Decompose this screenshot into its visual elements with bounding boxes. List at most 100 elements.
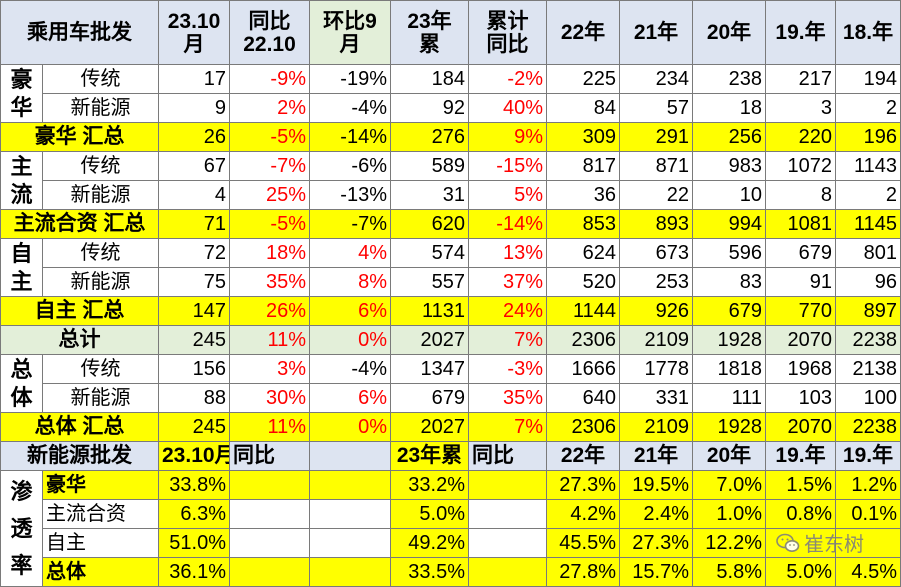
value-cell: 673 xyxy=(619,238,693,268)
nev-value-cell: 36.1% xyxy=(158,557,230,587)
table-row: 主流传统 67 -7% -6% 589 -15% 817 871 983 1072 1143 xyxy=(0,151,901,210)
value-cell: -3% xyxy=(468,354,547,384)
value-cell: 4% xyxy=(309,238,391,268)
table-row: 新能源 75 35% 8% 557 37% 520 253 83 91 96 xyxy=(1,267,901,297)
value-cell: 40% xyxy=(468,93,547,123)
subtotal-label-mainstream: 主流合资 汇总 xyxy=(0,209,159,239)
value-cell: 2070 xyxy=(765,325,836,355)
value-cell: 30% xyxy=(229,383,310,413)
value-cell: 770 xyxy=(765,296,836,326)
nev-value-cell: 19.5% xyxy=(619,470,693,500)
value-cell: 18 xyxy=(692,93,766,123)
value-cell: 245 xyxy=(158,325,230,355)
nev-column-header: 19.年 xyxy=(765,441,836,471)
value-cell: 11% xyxy=(229,325,310,355)
group-label-line: 主 xyxy=(10,153,33,179)
column-header-line: 累 xyxy=(419,32,440,56)
table-row: 渗透率豪华 33.8% 33.2% 27.3% 19.5% 7.0% 1.5% 1.2% xyxy=(0,470,901,587)
value-cell: 111 xyxy=(692,383,766,413)
nev-value-cell: 49.2% xyxy=(390,528,469,558)
value-cell: 24% xyxy=(468,296,547,326)
subtotal-label-overall: 总体 汇总 xyxy=(0,412,159,442)
sub-label-nev: 新能源 xyxy=(42,267,159,297)
nev-value-cell: 5.8% xyxy=(692,557,766,587)
value-cell: 88 xyxy=(158,383,230,413)
value-cell: -19% xyxy=(309,64,391,94)
value-cell: 8 xyxy=(765,180,836,210)
value-cell: -7% xyxy=(309,209,391,239)
nev-value-cell: 4.2% xyxy=(546,499,620,529)
penetration-label-line: 透 xyxy=(10,516,33,541)
nev-row-label: 自主 xyxy=(42,528,159,558)
nev-column-header: 21年 xyxy=(619,441,693,471)
nev-value-cell: 2.4% xyxy=(619,499,693,529)
nev-value-cell xyxy=(468,470,547,500)
value-cell: 17 xyxy=(158,64,230,94)
value-cell: 2238 xyxy=(835,325,901,355)
nev-value-cell: 0.1% xyxy=(835,499,901,529)
value-cell: 0% xyxy=(309,325,391,355)
penetration-label-line: 率 xyxy=(10,553,33,578)
value-cell: 83 xyxy=(692,267,766,297)
value-cell: 5% xyxy=(468,180,547,210)
value-cell: -5% xyxy=(229,122,310,152)
table-row: 总体 36.1% 33.5% 27.8% 15.7% 5.8% 5.0% 4.5% xyxy=(1,557,901,587)
wechat-icon xyxy=(776,533,800,552)
group-label-line: 主 xyxy=(10,268,33,294)
table-row: 主流合资 汇总 71 -5% -7% 620 -14% 853 893 994 1081 1145 xyxy=(0,209,901,239)
value-cell: 679 xyxy=(692,296,766,326)
value-cell: 3 xyxy=(765,93,836,123)
value-cell: 22 xyxy=(619,180,693,210)
group-label-line: 体 xyxy=(10,384,33,410)
sub-label-traditional: 传统 xyxy=(42,238,159,268)
value-cell: 103 xyxy=(765,383,836,413)
column-header-line: 同比 xyxy=(486,32,529,56)
value-cell: -9% xyxy=(229,64,310,94)
value-cell: 13% xyxy=(468,238,547,268)
nev-value-cell: 12.2% xyxy=(692,528,766,558)
nev-column-header: 22年 xyxy=(546,441,620,471)
value-cell: 6% xyxy=(309,383,391,413)
value-cell: 96 xyxy=(835,267,901,297)
sub-label-nev: 新能源 xyxy=(42,180,159,210)
value-cell: 2070 xyxy=(765,412,836,442)
nev-value-cell: 27.8% xyxy=(546,557,620,587)
value-cell: 91 xyxy=(765,267,836,297)
value-cell: 238 xyxy=(692,64,766,94)
nev-row-label: 主流合资 xyxy=(42,499,159,529)
value-cell: 624 xyxy=(546,238,620,268)
grand-total-label: 总计 xyxy=(0,325,159,355)
value-cell: 1818 xyxy=(692,354,766,384)
group-label-line: 总 xyxy=(10,356,33,382)
value-cell: 2% xyxy=(229,93,310,123)
nev-value-cell: 33.5% xyxy=(390,557,469,587)
value-cell: 147 xyxy=(158,296,230,326)
table-row: 自主 51.0% 49.2% 45.5% 27.3% 12.2% xyxy=(1,528,901,558)
nev-row-label: 豪华 xyxy=(42,470,159,500)
value-cell: 679 xyxy=(765,238,836,268)
table-row: 主流合资 6.3% 5.0% 4.2% 2.4% 1.0% 0.8% 0.1% xyxy=(1,499,901,529)
column-header: 18.年 xyxy=(835,0,901,65)
table-row: 新能源 4 25% -13% 31 5% 36 22 10 8 2 xyxy=(1,180,901,210)
nev-value-cell: 1.0% xyxy=(692,499,766,529)
value-cell: 2306 xyxy=(546,325,620,355)
value-cell: -6% xyxy=(309,151,391,181)
nev-value-cell: 45.5% xyxy=(546,528,620,558)
column-header: 21年 xyxy=(619,0,693,65)
value-cell: 1143 xyxy=(835,151,901,181)
table-row: 自主传统 72 18% 4% 574 13% 624 673 596 679 801 xyxy=(0,238,901,297)
table-corner-title: 乘用车批发 xyxy=(0,0,159,65)
column-header: 19.年 xyxy=(765,0,836,65)
column-header-line: 累计 xyxy=(486,9,529,33)
value-cell: 2238 xyxy=(835,412,901,442)
table-row: 新能源 9 2% -4% 92 40% 84 57 18 3 2 xyxy=(1,93,901,123)
value-cell: 983 xyxy=(692,151,766,181)
nev-value-cell xyxy=(229,470,310,500)
column-header-line: 同比 xyxy=(248,9,291,33)
value-cell: 2027 xyxy=(390,325,469,355)
column-header: 环比9 月 xyxy=(309,0,391,65)
value-cell: 35% xyxy=(229,267,310,297)
value-cell: 853 xyxy=(546,209,620,239)
value-cell: 871 xyxy=(619,151,693,181)
value-cell: 10 xyxy=(692,180,766,210)
